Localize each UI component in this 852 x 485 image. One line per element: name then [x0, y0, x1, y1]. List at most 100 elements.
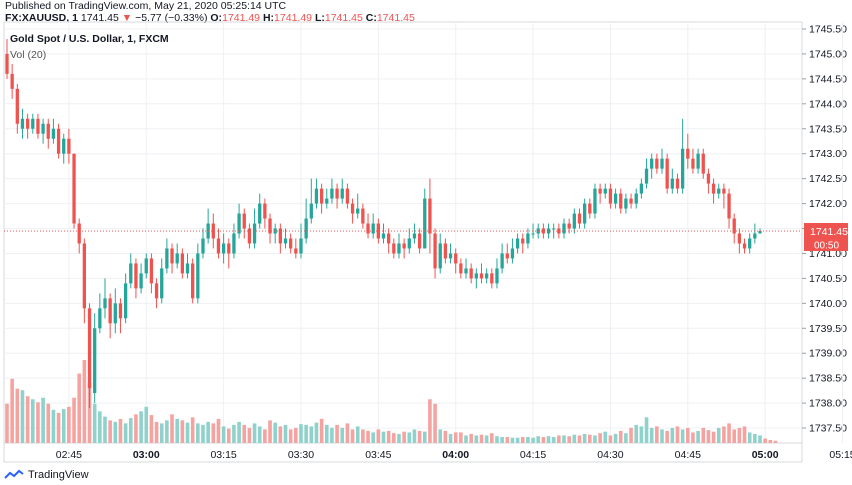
volume-bar: [304, 424, 308, 443]
candle-body: [469, 268, 473, 279]
price-tick-label: 1739.00: [809, 348, 847, 360]
volume-bar: [237, 421, 241, 443]
volume-bar: [464, 435, 468, 443]
candle-body: [366, 223, 370, 234]
volume-bar: [299, 424, 303, 443]
volume-bar: [335, 424, 339, 443]
candle-body: [655, 158, 659, 169]
time-tick-label: 05:15: [829, 449, 852, 461]
candle-body: [103, 298, 107, 309]
volume-bar: [46, 403, 51, 443]
chart-legend: Gold Spot / U.S. Dollar, 1, FXCM Vol (20…: [10, 33, 169, 61]
candle-body: [330, 188, 334, 199]
candle-body: [335, 188, 339, 199]
volume-bar: [278, 426, 283, 443]
candle-body: [701, 153, 705, 174]
price-tick-label: 1742.00: [809, 198, 847, 210]
candle-body: [485, 273, 489, 279]
volume-bar: [108, 420, 112, 443]
candle-body: [216, 238, 221, 254]
published-info: Published on TradingView.com, May 21, 20…: [5, 0, 287, 12]
volume-bar: [61, 409, 66, 443]
low-label: L:: [314, 12, 325, 24]
volume-bar: [283, 424, 288, 443]
volume-bar: [758, 435, 762, 443]
candle-body: [490, 273, 494, 284]
volume-bar: [221, 426, 226, 443]
candle-body: [10, 73, 14, 89]
candle-body: [588, 203, 592, 214]
volume-bar: [180, 420, 185, 443]
candle-body: [51, 128, 56, 139]
candle-body: [237, 213, 241, 234]
candle-body: [67, 138, 71, 154]
symbol-quote-bar: FX:XAUUSD, 1 1741.45 ▼ −5.77 (−0.33%) O:…: [5, 12, 415, 24]
candle-body: [294, 248, 298, 254]
candle-body: [268, 218, 272, 234]
tradingview-branding[interactable]: TradingView: [4, 469, 89, 481]
volume-bar: [154, 421, 159, 443]
candle-body: [665, 158, 669, 189]
candle-body: [304, 218, 308, 239]
chart-title: Gold Spot / U.S. Dollar, 1, FXCM: [10, 33, 169, 45]
candle-body: [742, 243, 747, 249]
volume-bar: [128, 418, 133, 443]
candle-body: [350, 203, 355, 214]
candle-body: [634, 193, 638, 204]
volume-bar: [655, 426, 659, 443]
volume-bar: [355, 426, 360, 443]
volume-bar: [366, 430, 370, 443]
volume-bar: [268, 420, 272, 443]
candle-body: [531, 233, 535, 235]
candle-body: [722, 188, 726, 194]
volume-bar: [273, 422, 277, 443]
candle-body: [185, 263, 190, 274]
candle-body: [644, 168, 649, 184]
volume-bar: [531, 437, 535, 443]
candle-body: [505, 253, 509, 259]
volume-bar: [196, 423, 200, 443]
volume-bar: [737, 427, 742, 443]
volume-bar: [593, 435, 597, 443]
price-tick-label: 1738.00: [809, 398, 847, 410]
candle-body: [5, 53, 9, 74]
price-tick-label: 1739.50: [809, 323, 847, 335]
candle-body: [495, 268, 499, 284]
close-value: 1741.45: [376, 12, 415, 24]
time-tick-label: 04:30: [597, 449, 623, 461]
time-tick-label: 03:00: [133, 449, 160, 461]
volume-bar: [56, 412, 61, 443]
volume-bar: [742, 426, 747, 443]
candle-body: [515, 238, 520, 249]
candle-body: [552, 228, 556, 230]
volume-bar: [453, 432, 458, 443]
volume-bar: [226, 428, 231, 443]
candle-body: [397, 243, 401, 254]
candle-body: [144, 258, 148, 274]
candle-body: [639, 183, 644, 194]
volume-bar: [691, 432, 695, 443]
volume-bar: [82, 360, 87, 443]
volume-bar: [551, 436, 556, 443]
low-value: 1741.45: [324, 12, 363, 24]
volume-bar: [402, 431, 406, 443]
volume-bar: [41, 397, 45, 443]
high-label: H:: [262, 12, 275, 24]
volume-bar: [515, 437, 520, 443]
candle-body: [232, 233, 236, 254]
volume-bar: [201, 424, 205, 443]
candle-body: [717, 188, 721, 194]
candle-body: [25, 118, 30, 129]
candle-body: [479, 273, 484, 279]
price-tick-label: 1740.50: [809, 273, 847, 285]
candle-body: [211, 223, 215, 239]
candle-body: [423, 198, 427, 249]
volume-bar: [165, 420, 169, 443]
symbol-label[interactable]: FX:XAUUSD, 1: [5, 12, 78, 24]
candle-body: [154, 283, 159, 299]
candle-body: [758, 231, 762, 234]
candle-body: [196, 253, 200, 299]
volume-bar: [716, 427, 721, 443]
candle-body: [273, 228, 277, 234]
